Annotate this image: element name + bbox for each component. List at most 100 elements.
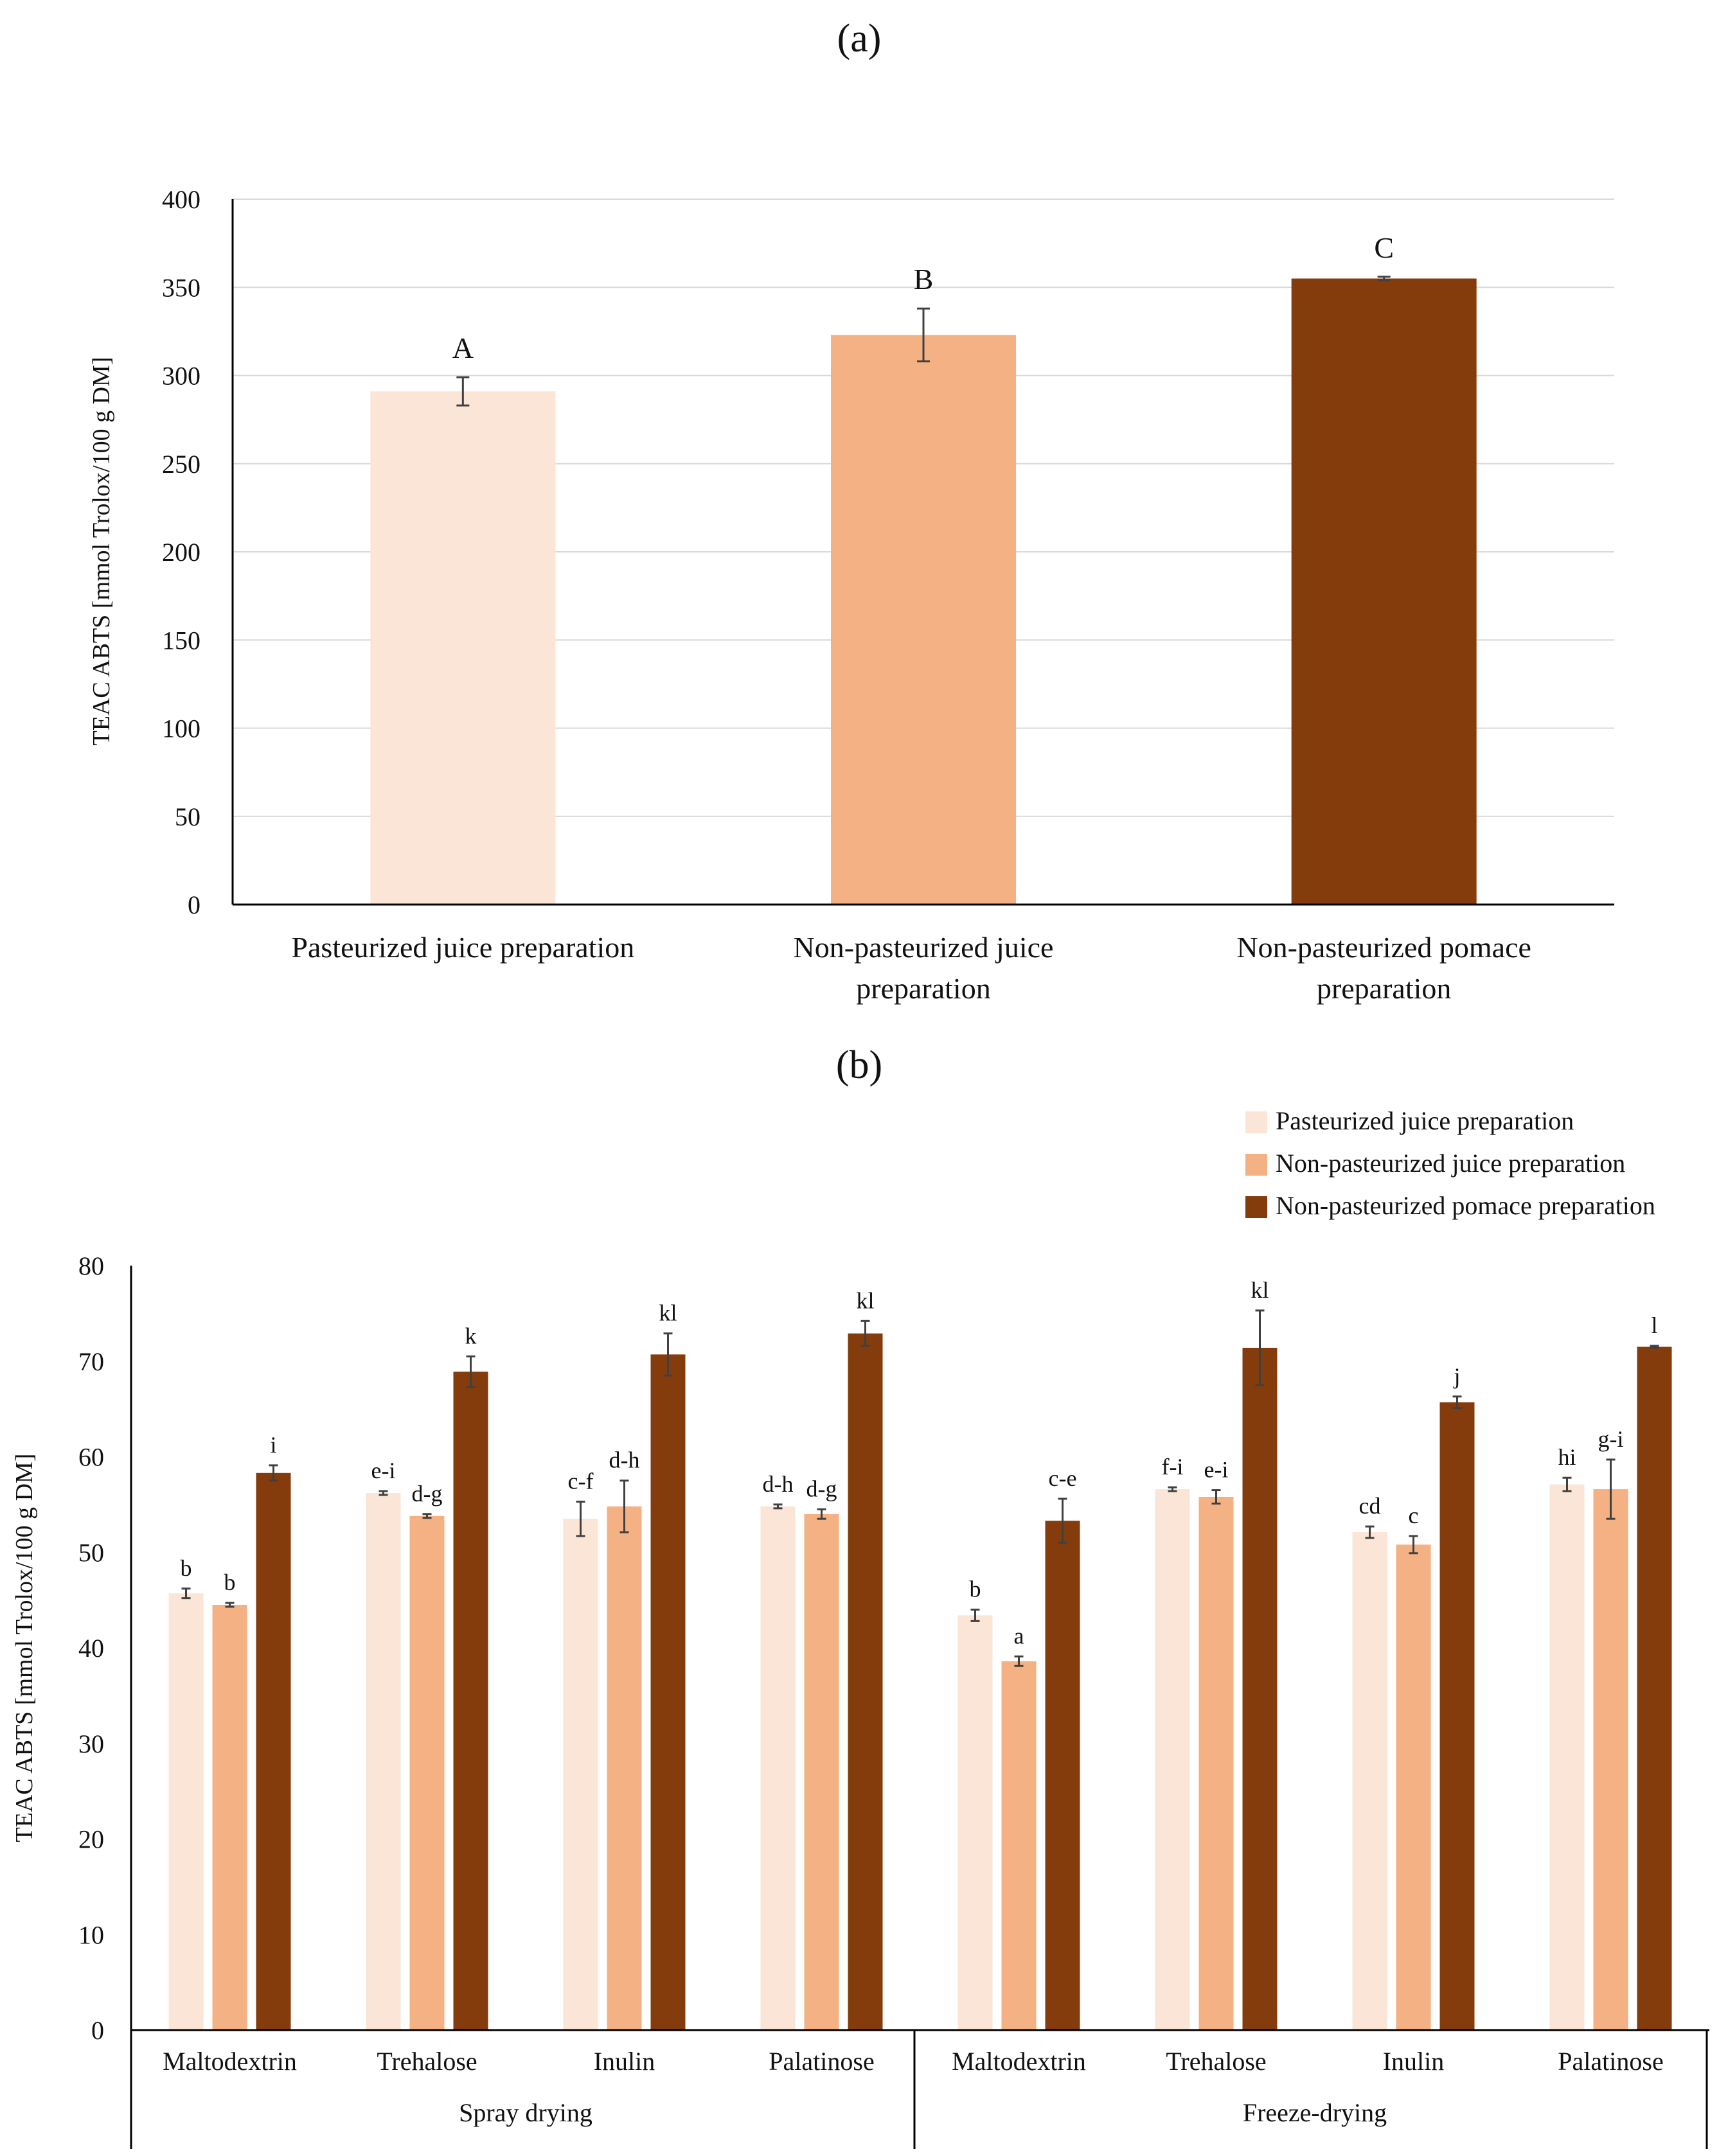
panel-b-bars [168, 1333, 1672, 2030]
panel-b-y-ticks: 0 10 20 30 40 50 60 70 80 [78, 1251, 104, 2045]
bar-b-series3-cat6 [1242, 1347, 1278, 2030]
legend-label: Pasteurized juice preparation [1276, 1106, 1574, 1135]
significance-letter: i [270, 1432, 276, 1458]
bar-b-series3-cat3 [650, 1354, 686, 2030]
panel-b-group-labels: Spray drying Freeze-drying [459, 2098, 1387, 2127]
legend-swatch [1245, 1154, 1267, 1176]
error-bar-b [1211, 1489, 1221, 1505]
bar-b-series2-cat8 [1593, 1489, 1628, 2030]
y-tick-label: 50 [78, 1538, 104, 1567]
x-category-label: preparation [856, 972, 990, 1005]
bar-b-series1-cat5 [957, 1615, 993, 2030]
significance-letter: B [914, 263, 934, 296]
error-bar-a-3 [1377, 276, 1391, 281]
error-bar-b [1409, 1535, 1418, 1555]
bar-a-3 [1291, 278, 1477, 905]
bar-b-series3-cat7 [1439, 1402, 1475, 2030]
bar-b-series2-cat4 [804, 1514, 839, 2030]
error-bar-b [773, 1503, 783, 1510]
panel-a-bars [370, 278, 1477, 905]
significance-letter: b [181, 1555, 192, 1581]
significance-letter: kl [856, 1287, 874, 1313]
y-tick-label: 0 [91, 2016, 104, 2045]
significance-letter: g-i [1598, 1426, 1624, 1452]
error-bar-b [1014, 1655, 1024, 1667]
legend-label: Non-pasteurized juice preparation [1276, 1149, 1625, 1178]
x-category-label: Non-pasteurized pomace [1236, 931, 1531, 964]
bar-b-series3-cat5 [1045, 1521, 1080, 2030]
y-tick-label: 70 [78, 1347, 104, 1376]
legend-label: Non-pasteurized pomace preparation [1276, 1191, 1655, 1220]
error-bar-b [860, 1320, 870, 1347]
bar-b-series3-cat4 [848, 1333, 883, 2030]
significance-letter: e-i [1204, 1457, 1229, 1483]
significance-letter: e-i [371, 1458, 396, 1483]
error-bar-b [1650, 1345, 1659, 1349]
error-bar-b [1168, 1486, 1177, 1492]
error-bar-b [466, 1355, 476, 1388]
significance-letter: c-f [568, 1468, 594, 1494]
error-bar-b [970, 1609, 980, 1622]
legend-item: Non-pasteurized pomace preparation [1245, 1191, 1655, 1220]
error-bar-b [663, 1332, 673, 1377]
error-bar-b [1606, 1458, 1616, 1520]
error-bar-b [379, 1490, 388, 1496]
error-bar-b [1365, 1525, 1375, 1539]
x-category-label: Palatinose [769, 2047, 874, 2076]
significance-letter: d-h [609, 1447, 640, 1473]
bar-b-series1-cat8 [1549, 1484, 1585, 2030]
panel-a-error-bars [456, 276, 1391, 407]
y-tick-label: 20 [78, 1825, 104, 1854]
error-bar-b [1452, 1395, 1462, 1409]
x-category-label: Inulin [594, 2047, 655, 2076]
x-category-label: Palatinose [1558, 2047, 1663, 2076]
x-category-label: Trehalose [377, 2047, 477, 2076]
x-category-label: Non-pasteurized juice [794, 931, 1054, 964]
bar-b-series3-cat1 [256, 1472, 291, 2030]
significance-letter: f-i [1162, 1454, 1184, 1480]
legend-swatch [1245, 1196, 1267, 1218]
error-bar-b [576, 1500, 585, 1537]
legend-item: Pasteurized juice preparation [1245, 1106, 1574, 1135]
significance-letter: l [1651, 1312, 1657, 1338]
significance-letter: k [465, 1323, 477, 1348]
significance-letter: d-g [412, 1481, 443, 1507]
bar-b-series2-cat6 [1198, 1496, 1234, 2030]
y-tick-label: 100 [162, 714, 200, 743]
error-bar-b [1562, 1476, 1572, 1492]
significance-letter: b [970, 1577, 981, 1602]
group-label: Spray drying [459, 2098, 592, 2127]
x-category-label: Maltodextrin [952, 2047, 1086, 2076]
error-bar-a-1 [456, 376, 470, 407]
panel-b-error-bars [181, 1309, 1659, 1667]
y-tick-label: 40 [78, 1634, 104, 1663]
error-bar-a-2 [917, 307, 930, 363]
error-bar-b [1058, 1498, 1067, 1544]
x-category-label: Inulin [1383, 2047, 1445, 2076]
bar-b-series2-cat5 [1001, 1661, 1037, 2030]
y-tick-label: 50 [175, 802, 200, 831]
y-tick-label: 400 [162, 185, 200, 214]
y-tick-label: 80 [78, 1251, 104, 1280]
bar-b-series2-cat3 [607, 1506, 642, 2030]
error-bar-b [817, 1508, 826, 1520]
panel-b-y-axis-title: TEAC ABTS [mmol Trolox/100 g DM] [11, 1454, 38, 1842]
significance-letter: c-e [1049, 1465, 1077, 1491]
bar-b-series1-cat2 [366, 1493, 401, 2030]
significance-letter: d-g [806, 1476, 837, 1501]
y-tick-label: 200 [162, 538, 200, 567]
significance-letter: kl [659, 1300, 677, 1326]
significance-letter: c [1409, 1503, 1419, 1528]
bar-b-series3-cat2 [453, 1372, 488, 2030]
bar-b-series1-cat7 [1352, 1532, 1387, 2030]
bar-a-1 [370, 391, 556, 905]
significance-letter: hi [1558, 1444, 1576, 1470]
y-tick-label: 300 [162, 362, 200, 391]
significance-letter: j [1452, 1363, 1460, 1389]
legend-item: Non-pasteurized juice preparation [1245, 1149, 1625, 1178]
bar-b-series2-cat1 [212, 1605, 247, 2030]
y-tick-label: 150 [162, 626, 200, 655]
bar-b-series1-cat6 [1155, 1489, 1190, 2030]
significance-letter: d-h [763, 1471, 794, 1497]
bar-b-series2-cat7 [1396, 1544, 1431, 2030]
